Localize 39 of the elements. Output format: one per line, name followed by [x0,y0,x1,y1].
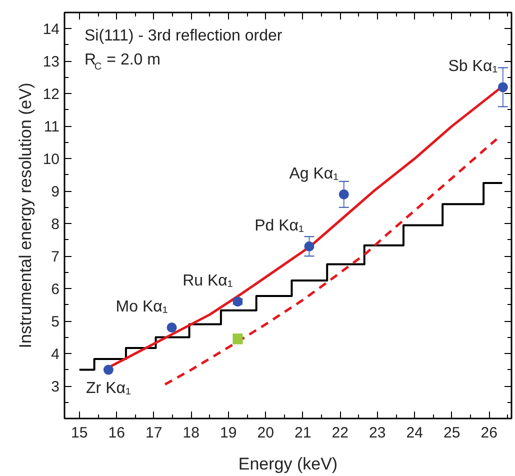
annotation: Ru Kα₁ [182,272,233,290]
x-tick-label: 21 [294,424,312,442]
annotation: Zr Kα₁ [86,380,131,397]
annotation: Sb Kα₁ [448,58,498,76]
x-tick-label: 17 [146,424,162,442]
x-tick-label: 15 [71,424,88,442]
x-tick-label: 24 [406,424,423,442]
x-tick-label: 22 [332,424,348,442]
x-axis-title: Energy (keV) [238,454,338,474]
annotation: Mo Kα₁ [116,298,168,316]
annotation: Pd Kα₁ [254,217,304,234]
y-tick-label: 6 [51,281,60,298]
point [338,189,349,200]
x-tick-label: 25 [444,424,460,442]
x-tick-label: 26 [480,424,498,442]
y-tick-label: 5 [51,314,60,331]
point [166,322,177,333]
annotation: Si(111) - 3rd reflection order [84,28,283,44]
y-tick-label: 4 [51,346,60,364]
y-tick-label: 11 [44,118,60,136]
x-tick-label: 16 [108,424,125,442]
x-tick-label: 20 [257,424,274,442]
point [103,364,114,375]
y-tick-label: 13 [42,54,60,71]
y-tick-label: 8 [51,216,60,234]
y-tick-label: 7 [51,248,60,266]
point [498,82,508,92]
y-tick-label: 3 [51,378,60,396]
x-tick-label: 19 [220,424,237,442]
y-axis-title: Instrumental energy resolution (eV) [16,82,35,348]
x-tick-label: 18 [182,424,200,442]
point [304,241,314,252]
y-tick-label: 12 [42,86,60,104]
x-tick-label: 23 [369,424,386,442]
y-tick-label: 14 [42,21,60,38]
y-tick-label: 9 [51,184,60,201]
point [232,296,243,307]
y-tick-label: 10 [42,151,60,168]
annotation: Ag Kα₁ [289,165,339,182]
